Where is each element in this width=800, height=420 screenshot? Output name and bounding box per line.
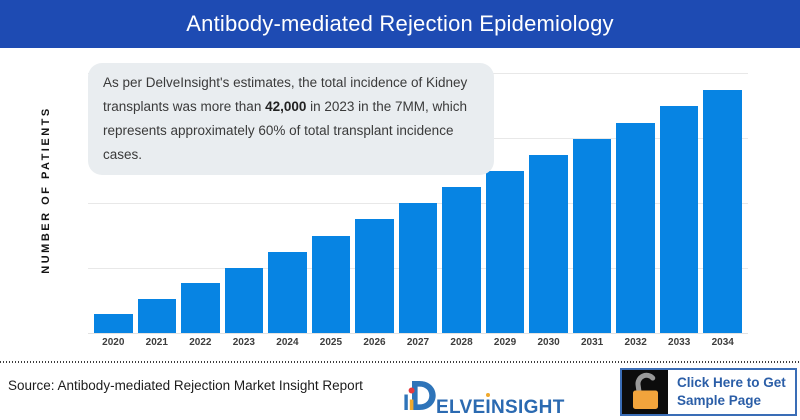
- y-axis-label: NUMBER OF PATIENTS: [40, 106, 52, 274]
- page-title: Antibody-mediated Rejection Epidemiology: [186, 11, 614, 36]
- bar-2028: [442, 186, 481, 333]
- bar-2020: [94, 314, 133, 333]
- x-tick-2026: 2026: [363, 337, 386, 348]
- bar-2029: [485, 171, 525, 333]
- logo-wordmark: ELVEINSIGHT: [436, 398, 565, 419]
- bar-2023: [224, 268, 264, 333]
- x-tick-2020: 2020: [102, 337, 125, 348]
- bar-2021: [137, 298, 177, 333]
- bar-2030: [529, 155, 568, 333]
- x-tick-2023: 2023: [232, 337, 255, 348]
- x-tick-2027: 2027: [406, 337, 430, 348]
- x-axis-labels: 2020 2021 2022 2023 2024 2025 2026 2027 2028 2029…: [88, 337, 748, 348]
- x-tick-2033: 2033: [668, 337, 691, 348]
- bar-2027: [398, 203, 438, 333]
- x-tick-2021: 2021: [145, 337, 168, 348]
- open-padlock-icon: [629, 372, 661, 413]
- x-tick-2022: 2022: [189, 337, 212, 348]
- annotation-box: As per DelveInsight's estimates, the tot…: [88, 63, 494, 175]
- bar-2025: [311, 235, 351, 333]
- button-label-line2: Sample Page: [677, 393, 762, 408]
- dotted-separator: [0, 361, 800, 363]
- header-bar: Antibody-mediated Rejection Epidemiology: [0, 0, 800, 48]
- button-label-line1: Click Here to Get: [677, 375, 786, 390]
- x-tick-2029: 2029: [493, 337, 517, 348]
- bar-2031: [572, 138, 612, 333]
- logo-text-i: I: [485, 397, 492, 418]
- bar-2032: [616, 122, 655, 333]
- bar-2033: [659, 106, 699, 333]
- bar-2034: [703, 90, 742, 333]
- bar-2026: [355, 219, 394, 333]
- button-label: Click Here to Get Sample Page: [668, 370, 795, 414]
- logo-text-elve: ELVE: [436, 397, 486, 418]
- plot-area: [88, 73, 748, 334]
- annotation-text-before: As per DelveInsight's estimates, the tot…: [103, 75, 468, 114]
- annotation-highlight: 42,000: [265, 99, 307, 114]
- x-tick-2024: 2024: [276, 337, 299, 348]
- logo-d-mark-icon: [401, 378, 438, 419]
- x-tick-2034: 2034: [711, 337, 734, 348]
- bar-2022: [181, 283, 220, 333]
- get-sample-page-button[interactable]: Click Here to Get Sample Page: [620, 368, 797, 416]
- x-tick-2032: 2032: [624, 337, 647, 348]
- annotation-text-after: in 2023 in the 7MM, which represents app…: [103, 99, 467, 162]
- x-tick-2028: 2028: [450, 337, 473, 348]
- x-tick-2025: 2025: [319, 337, 343, 348]
- bar-2024: [268, 251, 307, 333]
- x-tick-2030: 2030: [537, 337, 560, 348]
- lock-icon-box: [622, 370, 668, 414]
- source-note: Source: Antibody-mediated Rejection Mark…: [8, 378, 363, 393]
- x-tick-2031: 2031: [580, 337, 604, 348]
- bars-container: [88, 73, 748, 333]
- delveinsight-logo: ELVEINSIGHT: [401, 378, 565, 419]
- logo-text-nsight: NSIGHT: [491, 397, 565, 418]
